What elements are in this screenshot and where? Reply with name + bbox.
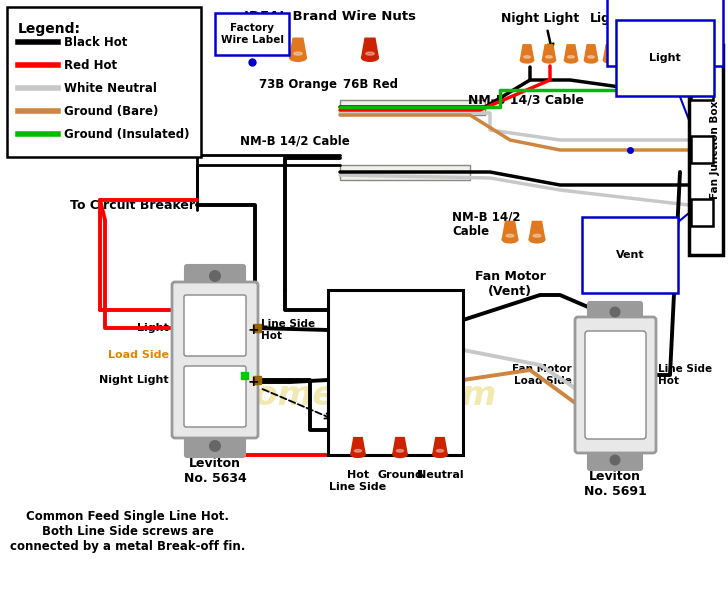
Ellipse shape	[502, 236, 518, 243]
Ellipse shape	[546, 56, 553, 58]
Text: Red Hot: Red Hot	[64, 58, 117, 71]
FancyBboxPatch shape	[691, 136, 713, 163]
FancyBboxPatch shape	[691, 199, 713, 226]
Text: Vent: Vent	[616, 250, 644, 260]
Text: Factory
Wire Label: Factory Wire Label	[221, 23, 283, 45]
Ellipse shape	[290, 54, 306, 61]
FancyBboxPatch shape	[184, 295, 246, 356]
Ellipse shape	[355, 449, 362, 452]
Text: Light: Light	[649, 53, 681, 63]
Polygon shape	[585, 45, 598, 60]
FancyBboxPatch shape	[215, 13, 289, 55]
Circle shape	[209, 270, 221, 282]
FancyBboxPatch shape	[691, 73, 713, 100]
FancyBboxPatch shape	[340, 165, 470, 180]
Text: Light: Light	[138, 323, 169, 333]
Ellipse shape	[294, 52, 302, 55]
Bar	[241, 372, 248, 379]
Polygon shape	[433, 438, 447, 454]
Text: To Circuit Breaker: To Circuit Breaker	[70, 198, 195, 211]
Ellipse shape	[542, 58, 555, 63]
Polygon shape	[362, 38, 379, 58]
Polygon shape	[351, 438, 365, 454]
FancyBboxPatch shape	[585, 331, 646, 439]
Text: Ground: Ground	[377, 470, 423, 480]
Text: +: +	[248, 375, 259, 389]
Ellipse shape	[604, 58, 617, 63]
Ellipse shape	[564, 58, 577, 63]
Text: Leviton
No. 5691: Leviton No. 5691	[584, 470, 646, 498]
Text: IDEAL Brand Wire Nuts: IDEAL Brand Wire Nuts	[244, 10, 416, 23]
FancyBboxPatch shape	[689, 45, 723, 255]
Polygon shape	[542, 45, 555, 60]
Text: NM-B 14/2 Cable: NM-B 14/2 Cable	[240, 134, 350, 147]
FancyBboxPatch shape	[340, 100, 485, 115]
Ellipse shape	[351, 451, 365, 458]
Polygon shape	[502, 221, 518, 240]
FancyBboxPatch shape	[185, 435, 245, 457]
Text: NM-B 14/3 Cable: NM-B 14/3 Cable	[468, 94, 584, 107]
Text: Fan Junction Box: Fan Junction Box	[710, 101, 720, 199]
Text: 73B Orange: 73B Orange	[259, 78, 337, 91]
FancyBboxPatch shape	[172, 282, 258, 438]
Text: Light: Light	[590, 12, 626, 25]
Text: Leviton
No. 5634: Leviton No. 5634	[183, 457, 246, 485]
Circle shape	[209, 440, 221, 452]
Circle shape	[609, 306, 620, 317]
Text: Black Hot: Black Hot	[64, 35, 127, 48]
Text: Fan Motor
(Vent): Fan Motor (Vent)	[475, 270, 545, 298]
Ellipse shape	[362, 54, 379, 61]
Ellipse shape	[523, 56, 530, 58]
FancyBboxPatch shape	[588, 302, 642, 322]
Text: Load Side: Load Side	[108, 350, 169, 360]
Ellipse shape	[436, 449, 443, 452]
Text: Ground (Insulated): Ground (Insulated)	[64, 127, 189, 141]
Text: Night Light: Night Light	[100, 375, 169, 385]
Text: Line Side
Hot: Line Side Hot	[261, 319, 315, 341]
Polygon shape	[604, 45, 617, 60]
Circle shape	[609, 455, 620, 465]
Text: Fan Motor
Load Side: Fan Motor Load Side	[513, 364, 572, 386]
Ellipse shape	[533, 234, 541, 237]
Polygon shape	[564, 45, 577, 60]
FancyBboxPatch shape	[588, 450, 642, 470]
Text: Line Side
Hot: Line Side Hot	[658, 364, 712, 386]
Ellipse shape	[393, 451, 407, 458]
Text: 76B Red: 76B Red	[342, 78, 397, 91]
FancyBboxPatch shape	[185, 265, 245, 287]
Text: Night Light: Night Light	[501, 12, 579, 25]
Ellipse shape	[506, 234, 514, 237]
Text: Hot
Line Side: Hot Line Side	[330, 470, 387, 492]
Ellipse shape	[529, 236, 545, 243]
Polygon shape	[529, 221, 545, 240]
Text: Ground (Bare): Ground (Bare)	[64, 104, 159, 117]
Text: Legend:: Legend:	[18, 22, 81, 36]
Text: Neutral: Neutral	[416, 470, 463, 480]
FancyBboxPatch shape	[328, 290, 463, 455]
Ellipse shape	[568, 56, 574, 58]
Ellipse shape	[365, 52, 374, 55]
Polygon shape	[290, 38, 306, 58]
FancyBboxPatch shape	[184, 366, 246, 427]
Text: NM-B 14/2
Cable: NM-B 14/2 Cable	[452, 210, 521, 238]
Ellipse shape	[521, 58, 534, 63]
Ellipse shape	[587, 56, 594, 58]
Ellipse shape	[585, 58, 598, 63]
Text: hometips.com: hometips.com	[232, 379, 498, 412]
Ellipse shape	[433, 451, 447, 458]
Ellipse shape	[606, 56, 613, 58]
Text: White Neutral: White Neutral	[64, 81, 157, 94]
Text: +: +	[248, 323, 259, 337]
Ellipse shape	[397, 449, 403, 452]
Text: Common Feed Single Line Hot.
Both Line Side screws are
connected by a metal Brea: Common Feed Single Line Hot. Both Line S…	[10, 510, 245, 553]
Text: N. Light: N. Light	[641, 23, 689, 33]
Polygon shape	[393, 438, 407, 454]
FancyBboxPatch shape	[575, 317, 656, 453]
Polygon shape	[521, 45, 534, 60]
FancyBboxPatch shape	[7, 7, 201, 157]
